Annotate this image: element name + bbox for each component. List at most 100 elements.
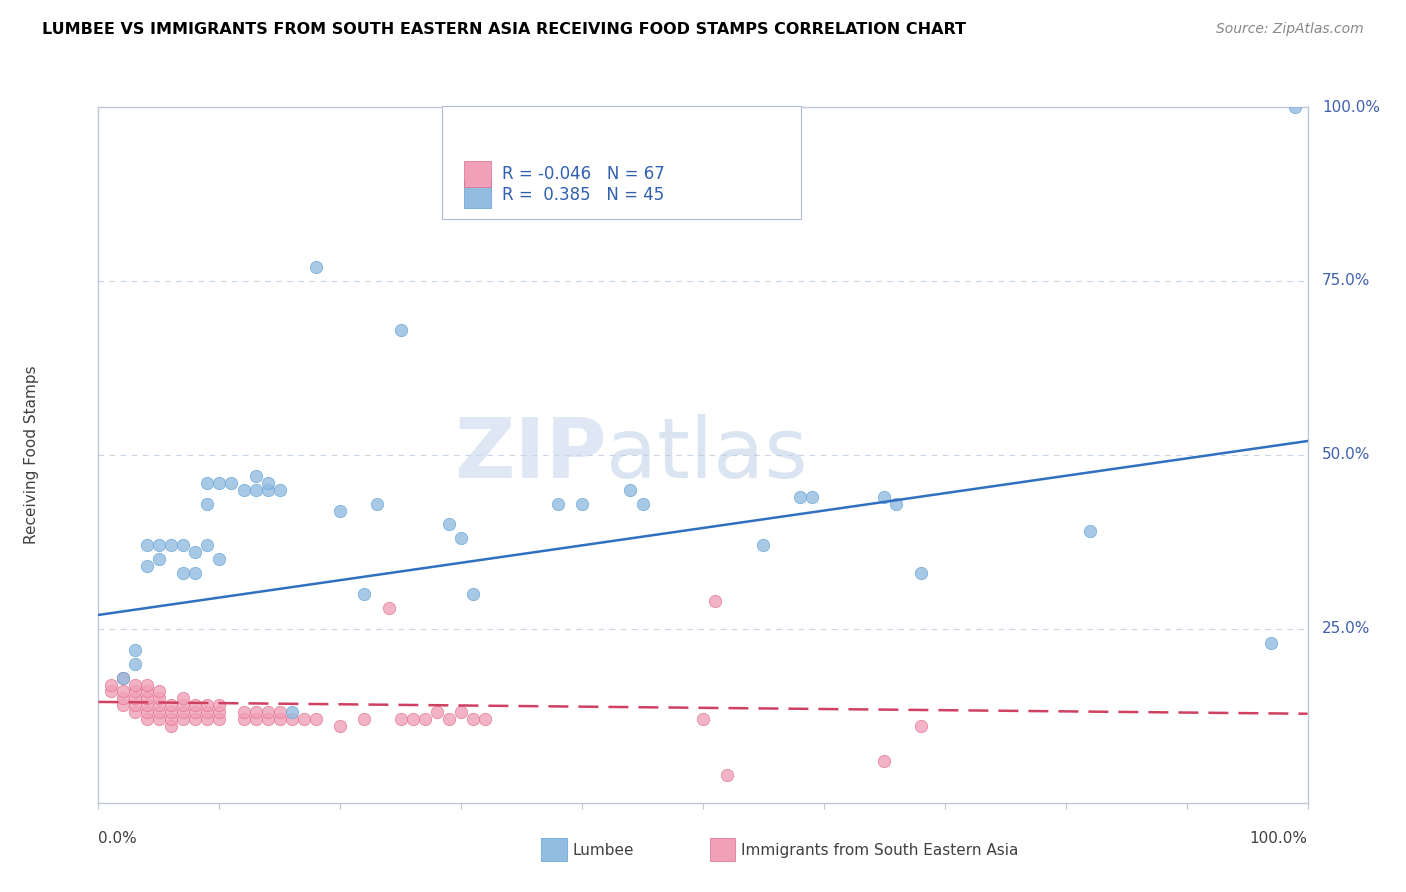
Point: [437, 517, 460, 532]
Point: [1260, 636, 1282, 650]
Point: [111, 691, 134, 706]
Point: [208, 552, 231, 566]
Text: 75.0%: 75.0%: [1322, 274, 1371, 288]
Point: [160, 719, 183, 733]
Point: [195, 538, 218, 552]
Text: ZIP: ZIP: [454, 415, 606, 495]
Point: [135, 677, 157, 691]
Point: [232, 483, 254, 497]
Point: [232, 712, 254, 726]
Point: [111, 671, 134, 685]
Point: [789, 490, 811, 504]
Point: [389, 712, 412, 726]
Point: [172, 538, 194, 552]
Point: [100, 684, 122, 698]
Point: [124, 677, 146, 691]
Point: [886, 497, 908, 511]
Point: [389, 323, 412, 337]
Point: [256, 483, 278, 497]
Point: [547, 497, 569, 511]
Point: [1284, 100, 1306, 114]
Point: [184, 706, 207, 720]
Point: [873, 754, 896, 768]
Point: [124, 684, 146, 698]
Point: [232, 706, 254, 720]
Point: [269, 483, 291, 497]
Text: R = -0.046   N = 67: R = -0.046 N = 67: [502, 165, 665, 183]
Point: [172, 691, 194, 706]
Text: 25.0%: 25.0%: [1322, 622, 1371, 636]
Point: [148, 538, 170, 552]
Point: [124, 706, 146, 720]
Text: R =  0.385   N = 45: R = 0.385 N = 45: [502, 186, 665, 203]
Point: [752, 538, 775, 552]
Point: [437, 712, 460, 726]
Point: [195, 497, 218, 511]
Point: [124, 657, 146, 671]
Point: [426, 706, 449, 720]
Point: [245, 483, 267, 497]
Point: [172, 712, 194, 726]
Point: [800, 490, 823, 504]
Text: atlas: atlas: [606, 415, 808, 495]
Point: [160, 712, 183, 726]
Point: [716, 768, 738, 782]
Point: [413, 712, 436, 726]
Point: [195, 475, 218, 490]
Point: [172, 706, 194, 720]
Point: [292, 712, 315, 726]
Point: [124, 691, 146, 706]
Point: [474, 712, 496, 726]
Point: [329, 503, 352, 517]
Point: [329, 719, 352, 733]
Point: [184, 712, 207, 726]
Text: Lumbee: Lumbee: [572, 843, 634, 857]
Point: [111, 698, 134, 713]
Point: [135, 538, 157, 552]
Point: [269, 706, 291, 720]
Point: [172, 566, 194, 581]
Point: [305, 712, 328, 726]
Text: Receiving Food Stamps: Receiving Food Stamps: [24, 366, 39, 544]
Point: [1078, 524, 1101, 539]
Point: [124, 698, 146, 713]
Point: [135, 691, 157, 706]
Point: [135, 559, 157, 574]
Point: [184, 545, 207, 559]
Point: [910, 719, 932, 733]
Point: [148, 691, 170, 706]
Point: [100, 677, 122, 691]
Text: 100.0%: 100.0%: [1250, 830, 1308, 846]
Point: [256, 706, 278, 720]
Text: LUMBEE VS IMMIGRANTS FROM SOUTH EASTERN ASIA RECEIVING FOOD STAMPS CORRELATION C: LUMBEE VS IMMIGRANTS FROM SOUTH EASTERN …: [42, 22, 966, 37]
Point: [111, 671, 134, 685]
Point: [160, 538, 183, 552]
Point: [366, 497, 388, 511]
Point: [135, 712, 157, 726]
Point: [463, 712, 485, 726]
Point: [269, 712, 291, 726]
Point: [619, 483, 641, 497]
Point: [148, 712, 170, 726]
Point: [450, 532, 472, 546]
Point: [148, 706, 170, 720]
Point: [160, 698, 183, 713]
Point: [353, 587, 375, 601]
Point: [208, 706, 231, 720]
Point: [450, 706, 472, 720]
Point: [463, 587, 485, 601]
Point: [873, 490, 896, 504]
Point: [256, 712, 278, 726]
Text: 50.0%: 50.0%: [1322, 448, 1371, 462]
Point: [281, 706, 304, 720]
Point: [148, 698, 170, 713]
Point: [148, 552, 170, 566]
Point: [135, 684, 157, 698]
Point: [402, 712, 425, 726]
Point: [353, 712, 375, 726]
Point: [245, 706, 267, 720]
Point: [245, 712, 267, 726]
Text: Source: ZipAtlas.com: Source: ZipAtlas.com: [1216, 22, 1364, 37]
Point: [281, 712, 304, 726]
Point: [245, 468, 267, 483]
